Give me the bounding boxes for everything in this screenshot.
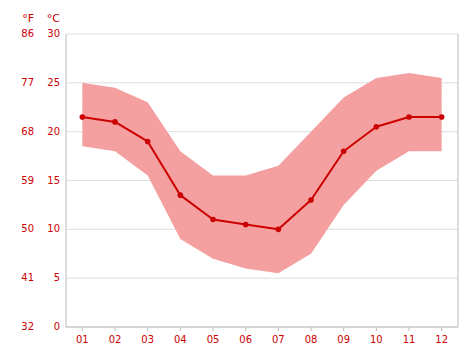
mean-marker (210, 217, 216, 223)
y2-axis-label: °F (22, 12, 34, 25)
mean-marker (243, 222, 249, 228)
x-tick (409, 327, 410, 331)
y-axis-label: °C (47, 12, 61, 25)
x-tick (115, 327, 116, 331)
x-tick (278, 327, 279, 331)
x-tick-label: 01 (76, 334, 89, 345)
y-tick-label: 30 (47, 28, 60, 39)
x-tick-label: 08 (305, 334, 318, 345)
mean-marker (80, 114, 86, 120)
x-tick (180, 327, 181, 331)
mean-marker (439, 114, 445, 120)
y-tick-label: 15 (47, 175, 60, 186)
x-tick-label: 09 (337, 334, 350, 345)
x-tick (376, 327, 377, 331)
mean-marker (112, 119, 118, 125)
mean-marker (374, 124, 380, 130)
y2-tick-label: 59 (21, 175, 34, 186)
y-axis-line (66, 34, 67, 327)
x-tick-label: 04 (174, 334, 187, 345)
x-tick (147, 327, 148, 331)
grid-line (66, 278, 458, 279)
x-tick-label: 10 (370, 334, 383, 345)
mean-marker (276, 227, 282, 233)
x-tick (213, 327, 214, 331)
mean-line (82, 117, 441, 229)
x-tick (441, 327, 442, 331)
y2-tick-label: 68 (21, 126, 34, 137)
x-tick-label: 12 (435, 334, 448, 345)
y2-tick-label: 32 (21, 321, 34, 332)
x-tick (343, 327, 344, 331)
x-tick-label: 06 (239, 334, 252, 345)
grid-line (66, 34, 458, 35)
y2-tick-label: 86 (21, 28, 34, 39)
x-axis-line (66, 327, 458, 328)
x-tick (245, 327, 246, 331)
x-tick-label: 02 (109, 334, 122, 345)
y-tick-label: 25 (47, 77, 60, 88)
x-tick-label: 07 (272, 334, 285, 345)
plot-area (80, 73, 445, 273)
mean-marker (406, 114, 412, 120)
y2-tick-label: 77 (21, 77, 34, 88)
y-tick-label: 0 (54, 321, 60, 332)
y-tick-label: 20 (47, 126, 60, 137)
mean-marker (145, 139, 151, 145)
mean-marker (341, 148, 347, 154)
grid-line (66, 327, 458, 328)
x-tick (82, 327, 83, 331)
x-tick (311, 327, 312, 331)
x-tick-label: 03 (141, 334, 154, 345)
y2-tick-label: 50 (21, 223, 34, 234)
x-tick-label: 11 (403, 334, 416, 345)
y2-tick-label: 41 (21, 272, 34, 283)
y2-axis-line (458, 34, 459, 327)
mean-marker (308, 197, 314, 203)
mean-marker (178, 192, 184, 198)
x-tick-label: 05 (207, 334, 220, 345)
y-tick-label: 10 (47, 223, 60, 234)
chart: 0102030405060708091011120510152025303241… (0, 0, 474, 355)
y-tick-label: 5 (54, 272, 60, 283)
temp-band (82, 73, 441, 273)
